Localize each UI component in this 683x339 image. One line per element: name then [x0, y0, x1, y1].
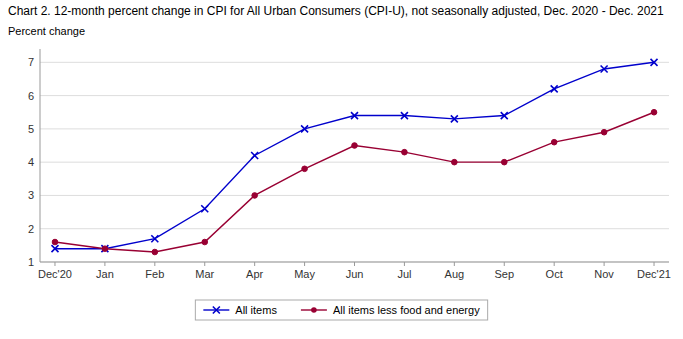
legend-item: All items [203, 304, 277, 316]
x-tick [404, 262, 405, 266]
marker-circle [302, 166, 308, 172]
marker-x [251, 152, 258, 159]
y-tick-label: 3 [28, 189, 34, 201]
series-line [55, 112, 654, 252]
marker-x [51, 245, 58, 252]
marker-x [151, 235, 158, 242]
legend-label: All items less food and energy [333, 304, 480, 316]
x-tick-label: Mar [195, 268, 214, 280]
x-tick [254, 262, 255, 266]
series [51, 59, 657, 252]
x-tick [504, 262, 505, 266]
grid-line [40, 195, 669, 196]
marker-circle [452, 159, 458, 165]
marker-circle [551, 139, 557, 145]
x-tick [654, 262, 655, 266]
marker-x [551, 85, 558, 92]
y-tick-label: 4 [28, 156, 34, 168]
x-tick [554, 262, 555, 266]
marker-circle [202, 239, 208, 245]
marker-x [451, 115, 458, 122]
marker-circle [52, 239, 58, 245]
marker-x [401, 112, 408, 119]
x-tick-label: Dec'20 [38, 268, 72, 280]
x-tick-label: Apr [246, 268, 263, 280]
x-tick-label: Sep [494, 268, 514, 280]
y-tick-label: 1 [28, 256, 34, 268]
legend-item: All items less food and energy [301, 304, 480, 316]
y-tick-label: 6 [28, 90, 34, 102]
marker-x [601, 65, 608, 72]
x-tick [104, 262, 105, 266]
legend-marker [213, 307, 220, 314]
x-tick-label: Aug [445, 268, 465, 280]
plot-area [51, 59, 657, 255]
marker-x [101, 245, 108, 252]
title: Chart 2. 12-month percent change in CPI … [8, 4, 664, 18]
marker-circle [601, 129, 607, 135]
x-tick-label: Nov [594, 268, 614, 280]
x-tick [204, 262, 205, 266]
x-tick [54, 262, 55, 266]
title-line: Chart 2. 12-month percent change in CPI … [8, 4, 664, 18]
x-tick-label: Oct [546, 268, 563, 280]
legend-label: All items [235, 304, 277, 316]
marker-x [351, 112, 358, 119]
grid-line [40, 162, 669, 163]
x-tick [454, 262, 455, 266]
legend-marker [311, 307, 317, 313]
x-tick [304, 262, 305, 266]
x-tick-label: Jul [397, 268, 411, 280]
marker-x [501, 112, 508, 119]
grid-line [40, 95, 669, 96]
marker-circle [501, 159, 507, 165]
grid [40, 62, 669, 262]
series [52, 109, 657, 254]
x-tick-label: Feb [145, 268, 164, 280]
y-axis-label: Percent change [8, 25, 85, 37]
grid-line [40, 128, 669, 129]
x-tick-label: Jan [96, 268, 114, 280]
y-tick-label: 5 [28, 123, 34, 135]
y-axis-line [40, 49, 41, 262]
y-tick-label: 2 [28, 223, 34, 235]
chart: Chart 2. 12-month percent change in CPI … [0, 0, 683, 339]
grid-line [40, 228, 669, 229]
marker-circle [152, 249, 158, 255]
legend: All items All items less food and energy [195, 300, 487, 320]
x-tick-label: May [294, 268, 315, 280]
legend-frame [195, 300, 487, 320]
x-tick-label: Dec'21 [637, 268, 671, 280]
marker-x [201, 205, 208, 212]
grid-line [40, 62, 669, 63]
marker-circle [102, 246, 108, 252]
marker-circle [352, 143, 358, 149]
marker-x [651, 59, 658, 66]
marker-circle [651, 109, 657, 115]
marker-circle [252, 193, 258, 199]
y-tick-label: 7 [28, 56, 34, 68]
x-tick-label: Jun [346, 268, 364, 280]
x-tick [354, 262, 355, 266]
series-line [55, 62, 654, 248]
x-tick [154, 262, 155, 266]
marker-x [301, 125, 308, 132]
x-tick [604, 262, 605, 266]
marker-circle [402, 149, 408, 155]
